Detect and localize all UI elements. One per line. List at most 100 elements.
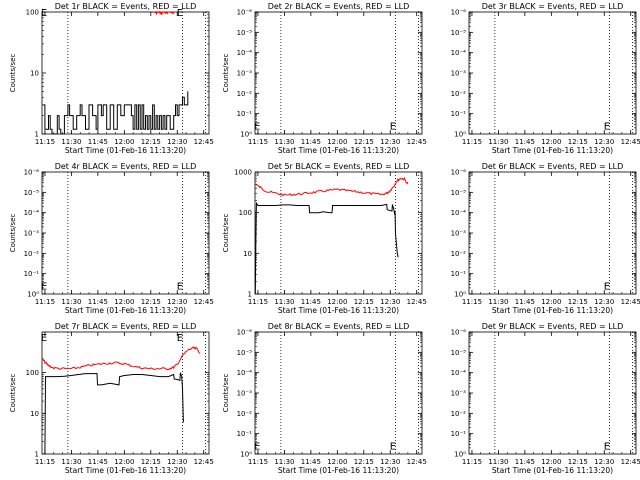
y-tick-label: 10⁻³	[237, 390, 253, 398]
plot-title: Det 4r BLACK = Events, RED = LLD	[55, 162, 197, 171]
events-series-line	[43, 91, 189, 135]
events-series-line	[44, 372, 184, 455]
lld-series-line	[255, 176, 409, 197]
x-tick-label: 11:45	[515, 138, 535, 146]
plot-frame	[41, 331, 210, 455]
x-tick-label: 11:30	[274, 458, 294, 466]
plot-frame	[254, 171, 423, 295]
plot-frame	[468, 171, 637, 295]
detector-plot-6: Det 6r BLACK = Events, RED = LLD 10⁰ 10⁻¹ 1…	[451, 162, 640, 315]
y-tick-label: 10⁻²	[451, 250, 467, 258]
plot-title: Det 5r BLACK = Events, RED = LLD	[268, 162, 410, 171]
y-tick-label: 10⁻⁶	[237, 9, 253, 17]
detector-plot-3: Det 3r BLACK = Events, RED = LLD 10⁰ 10⁻¹ 1…	[451, 2, 640, 155]
y-tick-label: 10⁻⁴	[451, 369, 467, 377]
x-tick-label: 12:30	[594, 138, 614, 146]
y-tick-label: 10⁻²	[237, 90, 253, 98]
plot-title: Det 6r BLACK = Events, RED = LLD	[482, 162, 624, 171]
lld-series-line	[41, 346, 201, 371]
plot-title: Det 9r BLACK = Events, RED = LLD	[482, 322, 624, 331]
x-tick-label: 12:30	[380, 458, 400, 466]
y-tick-label: 10⁻³	[24, 230, 40, 238]
events-series-line	[254, 201, 399, 295]
y-tick-label: 10⁻²	[237, 410, 253, 418]
y-tick-label: 10⁻³	[237, 70, 253, 78]
e-marker: E	[41, 8, 47, 19]
x-tick-label: 12:00	[541, 298, 561, 306]
x-tick-label: 12:00	[114, 138, 134, 146]
e-marker: E	[254, 122, 260, 133]
plot-frame	[468, 331, 637, 455]
x-tick-label: 12:00	[327, 458, 347, 466]
detector-plot-2: Det 2r BLACK = Events, RED = LLD Counts/s…	[222, 2, 427, 155]
e-marker: E	[390, 122, 396, 133]
e-marker: E	[604, 282, 610, 293]
x-tick-label: 11:30	[488, 458, 508, 466]
detector-plot-4: Det 4r BLACK = Events, RED = LLD Counts/s…	[9, 162, 214, 315]
y-tick-label: 10⁻²	[451, 90, 467, 98]
y-tick-label: 100	[26, 369, 39, 377]
x-tick-label: 11:15	[248, 458, 268, 466]
x-tick-label: 12:45	[194, 138, 214, 146]
x-tick-label: 12:15	[354, 138, 374, 146]
detector-plot-5: Det 5r BLACK = Events, RED = LLD Counts/s…	[222, 162, 427, 315]
x-tick-label: 11:45	[88, 458, 108, 466]
plot-title: Det 3r BLACK = Events, RED = LLD	[482, 2, 624, 11]
e-marker: E	[177, 282, 183, 293]
y-axis-label: Counts/sec	[222, 54, 230, 93]
y-tick-label: 10⁻⁵	[451, 29, 467, 37]
y-tick-label: 10⁻⁶	[24, 169, 40, 177]
y-axis-label: Counts/sec	[222, 214, 230, 253]
x-tick-label: 12:45	[194, 458, 214, 466]
y-tick-label: 1	[35, 131, 39, 139]
x-tick-label: 11:15	[248, 138, 268, 146]
x-axis-label: Start Time (01-Feb-16 11:13:20)	[278, 306, 399, 315]
x-axis-label: Start Time (01-Feb-16 11:13:20)	[278, 146, 399, 155]
y-tick-label: 10⁻¹	[237, 110, 253, 118]
y-tick-label: 10⁻¹	[451, 110, 467, 118]
x-axis-label: Start Time (01-Feb-16 11:13:20)	[65, 146, 186, 155]
x-tick-label: 12:30	[380, 298, 400, 306]
e-marker: E	[254, 442, 260, 453]
e-marker: E	[41, 282, 47, 293]
x-tick-label: 12:15	[141, 298, 161, 306]
x-tick-label: 12:00	[327, 298, 347, 306]
y-tick-label: 10⁻¹	[451, 270, 467, 278]
x-tick-label: 11:15	[35, 458, 55, 466]
x-tick-label: 12:15	[141, 458, 161, 466]
y-tick-label: 10⁻³	[451, 230, 467, 238]
y-tick-label: 100	[26, 9, 39, 17]
x-tick-label: 12:15	[354, 458, 374, 466]
x-tick-label: 12:15	[568, 138, 588, 146]
y-tick-label: 10⁻³	[451, 390, 467, 398]
y-tick-label: 10⁻¹	[24, 270, 40, 278]
y-tick-label: 10⁻⁵	[24, 189, 40, 197]
x-tick-label: 12:15	[568, 298, 588, 306]
y-tick-label: 10	[243, 250, 252, 258]
y-tick-label: 10⁰	[27, 291, 39, 299]
x-tick-label: 12:30	[594, 298, 614, 306]
plot-title: Det 2r BLACK = Events, RED = LLD	[268, 2, 410, 11]
x-tick-label: 11:15	[462, 138, 482, 146]
y-tick-label: 10⁻⁵	[451, 189, 467, 197]
x-tick-label: 11:30	[274, 138, 294, 146]
x-tick-label: 11:30	[61, 458, 81, 466]
e-marker: E	[604, 442, 610, 453]
y-tick-label: 10⁻⁵	[237, 29, 253, 37]
x-tick-label: 11:45	[88, 138, 108, 146]
e-marker: E	[390, 442, 396, 453]
x-axis-label: Start Time (01-Feb-16 11:13:20)	[278, 466, 399, 475]
x-tick-label: 12:45	[407, 458, 427, 466]
y-tick-label: 10⁰	[454, 291, 466, 299]
x-tick-label: 12:30	[380, 138, 400, 146]
x-tick-label: 11:30	[61, 138, 81, 146]
y-axis-label: Counts/sec	[9, 214, 17, 253]
y-tick-label: 10⁰	[240, 451, 252, 459]
y-tick-label: 100	[239, 209, 252, 217]
y-tick-label: 10⁻⁵	[451, 349, 467, 357]
plot-frame	[254, 331, 423, 455]
x-tick-label: 11:45	[515, 458, 535, 466]
y-tick-label: 10⁻³	[451, 70, 467, 78]
y-axis-label: Counts/sec	[9, 54, 17, 93]
x-tick-label: 12:30	[167, 298, 187, 306]
